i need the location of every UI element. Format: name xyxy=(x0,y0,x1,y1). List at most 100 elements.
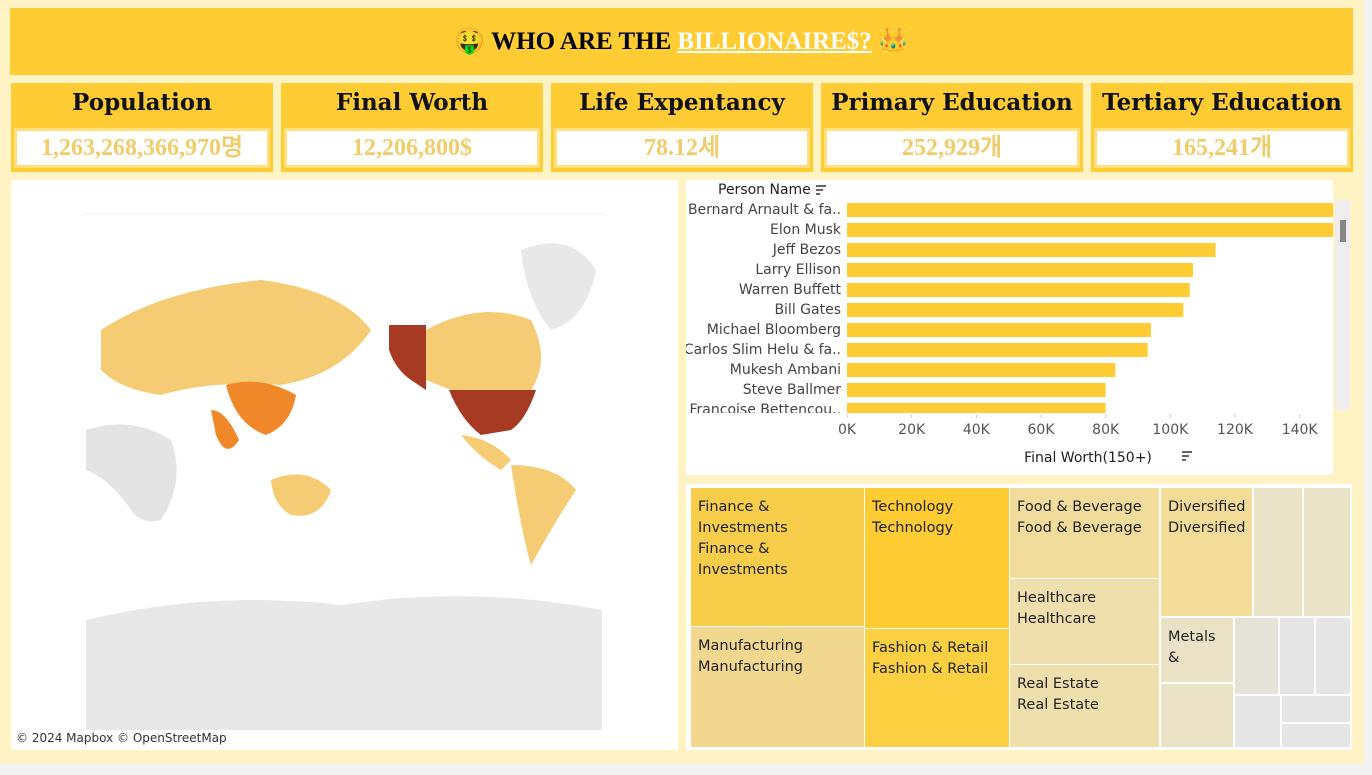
tile-label: Diversified xyxy=(1168,499,1246,515)
tile-label: Metals & xyxy=(1168,629,1216,666)
y-tick-label: Francoise Bettencou.. xyxy=(690,402,841,418)
kpi-label: Life Expentancy xyxy=(579,89,785,116)
treemap-tile xyxy=(1282,724,1350,747)
tile-label: Manufacturing xyxy=(698,638,803,654)
kpi-value: 12,206,800$ xyxy=(284,128,540,168)
canada xyxy=(426,312,541,390)
treemap-tile[interactable]: Food & Beverage Food & Beverage xyxy=(1010,488,1159,578)
rows: Bernard Arnault & fa.. Elon Musk Jeff Bezo… xyxy=(686,202,1333,418)
greenland xyxy=(521,243,596,330)
kpi-card: Primary Education 252,929개 xyxy=(821,83,1083,172)
treemap-tile[interactable]: Finance & Investments Finance & Investmen… xyxy=(691,488,864,626)
title: WHO ARE THE xyxy=(491,27,672,55)
map: © 2024 Mapbox © OpenStreetMap xyxy=(16,213,602,745)
kpi-card: Population 1,263,268,366,970명 xyxy=(11,83,273,172)
kpi-value: 252,929개 xyxy=(824,128,1080,168)
x-tick-label: 20K xyxy=(898,422,926,438)
emoji: 👑 xyxy=(877,28,909,55)
sort-icon[interactable] xyxy=(816,185,826,195)
treemap-tile[interactable]: Real Estate Real Estate xyxy=(1010,665,1159,747)
kpi-card: Life Expentancy 78.12세 xyxy=(551,83,813,172)
x-tick-label: 80K xyxy=(1092,422,1120,438)
kpi-label: Final Worth xyxy=(335,89,489,116)
treemap-tile[interactable]: Technology Technology xyxy=(865,488,1009,628)
bar xyxy=(847,403,1106,413)
y-tick-label: Jeff Bezos xyxy=(772,242,841,258)
usa xyxy=(449,390,536,435)
treemap-tile[interactable]: Diversified Diversified xyxy=(1161,488,1252,616)
y-tick-label: Larry Ellison xyxy=(755,262,841,278)
kpi-value: 1,263,268,366,970명 xyxy=(14,128,270,168)
tile-sublabel: Manufacturing xyxy=(698,659,803,675)
kpi-value: 165,241개 xyxy=(1094,128,1350,168)
y-header: Person Name xyxy=(718,182,811,198)
kpi-card: Final Worth 12,206,800$ xyxy=(281,83,543,172)
scrollbar[interactable] xyxy=(1335,200,1350,410)
title-link[interactable]: BILLIONAIRE$? xyxy=(677,27,872,55)
bar xyxy=(847,363,1116,377)
x-tick-label: 0K xyxy=(838,422,857,438)
tile-label: Fashion & Retail xyxy=(872,640,989,656)
treemap-tile xyxy=(1235,618,1278,694)
bar xyxy=(847,203,1333,217)
africa xyxy=(86,424,177,522)
sort-icon[interactable] xyxy=(1182,451,1192,461)
kpi-label: Tertiary Education xyxy=(1102,89,1342,116)
treemap-tile xyxy=(1304,488,1350,616)
y-tick-label: Warren Buffett xyxy=(739,282,842,298)
treemap-tile[interactable]: Fashion & Retail Fashion & Retail xyxy=(865,629,1009,747)
tile-sublabel: Technology xyxy=(872,520,954,536)
tile-sublabel: Real Estate xyxy=(1017,697,1099,713)
bar xyxy=(847,383,1106,397)
treemap-tile xyxy=(1280,618,1314,694)
x-tick-label: 60K xyxy=(1028,422,1056,438)
bar xyxy=(847,223,1333,237)
treemap-tile[interactable]: Metals & xyxy=(1161,618,1233,682)
bar xyxy=(847,303,1184,317)
alaska xyxy=(389,325,426,390)
x-axis-title: Final Worth(150+) xyxy=(1024,450,1152,466)
tile-label: Technology xyxy=(872,499,954,515)
y-tick-label: Carlos Slim Helu & fa.. xyxy=(686,342,841,358)
tile-label: Real Estate xyxy=(1017,676,1099,692)
map-attribution: © 2024 Mapbox © OpenStreetMap xyxy=(16,731,227,745)
treemap-tile xyxy=(1282,696,1350,722)
tile-sublabel: Healthcare xyxy=(1017,611,1097,627)
header: 🤑 WHO ARE THE BILLIONAIRE$? 👑 xyxy=(10,8,1353,75)
australia xyxy=(271,474,331,516)
treemap-tile[interactable]: Manufacturing Manufacturing xyxy=(691,627,864,747)
treemap-tile xyxy=(1316,618,1350,694)
y-tick-label: Bill Gates xyxy=(774,302,841,318)
tile-label: Healthcare xyxy=(1017,590,1097,606)
kpi-label: Primary Education xyxy=(831,89,1073,116)
y-tick-label: Elon Musk xyxy=(770,222,842,238)
treemap-tile xyxy=(1235,696,1280,747)
y-tick-label: Steve Ballmer xyxy=(743,382,842,398)
bar xyxy=(847,263,1193,277)
mexico xyxy=(461,435,511,470)
treemap-tile[interactable]: Healthcare Healthcare xyxy=(1010,579,1159,664)
india xyxy=(211,410,239,449)
tile-label: Finance & Investments xyxy=(698,499,788,536)
y-tick-label: Bernard Arnault & fa.. xyxy=(688,202,841,218)
tile-label: Food & Beverage xyxy=(1017,499,1142,515)
treemap: Finance & Investments Finance & Investmen… xyxy=(686,484,1352,750)
tile-sublabel: Finance & Investments xyxy=(698,541,788,578)
emoji: 🤑 xyxy=(454,28,486,55)
x-tick-label: 140K xyxy=(1282,422,1319,438)
y-tick-label: Michael Bloomberg xyxy=(707,322,841,338)
kpi-value: 78.12세 xyxy=(554,128,810,168)
tile-sublabel: Fashion & Retail xyxy=(872,661,989,677)
eurasia xyxy=(101,280,371,395)
treemap-tile xyxy=(1254,488,1302,616)
map-panel: © 2024 Mapbox © OpenStreetMap xyxy=(11,180,678,750)
x-tick-label: 100K xyxy=(1152,422,1189,438)
kpi-label: Population xyxy=(72,89,212,116)
china xyxy=(226,381,296,435)
scroll-thumb[interactable] xyxy=(1340,220,1346,242)
treemap-tile xyxy=(1161,684,1233,747)
tile-sublabel: Food & Beverage xyxy=(1017,520,1142,536)
y-tick-label: Mukesh Ambani xyxy=(730,362,841,378)
